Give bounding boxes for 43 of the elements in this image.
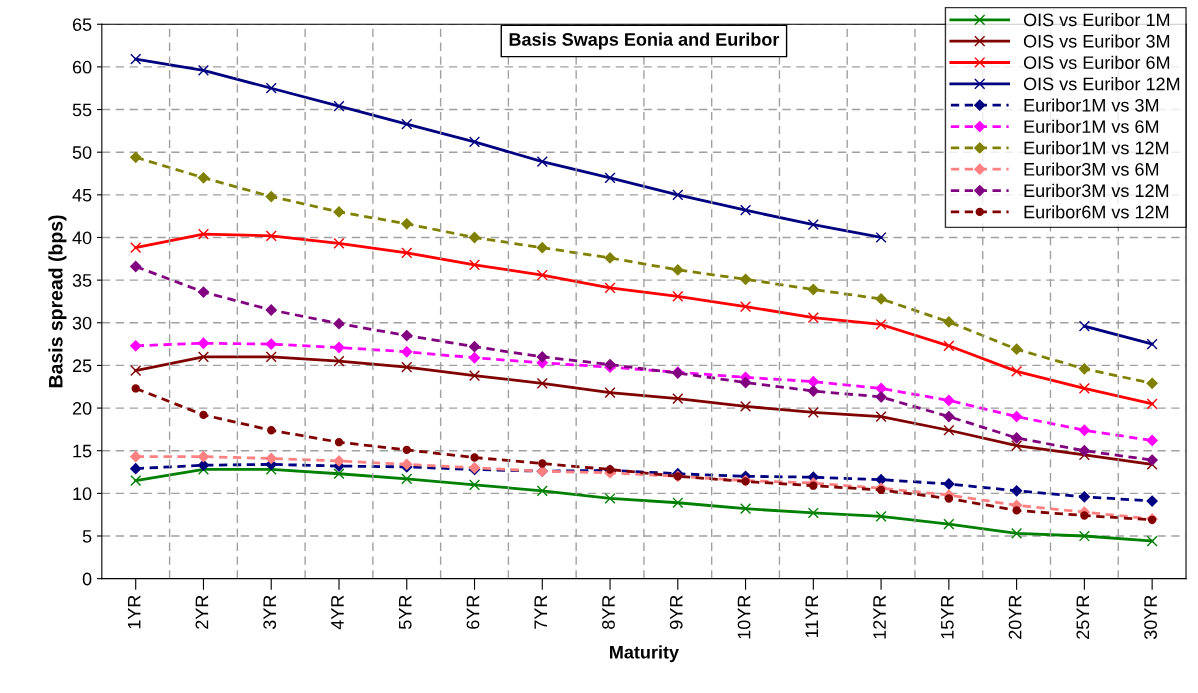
x-tick-label: 3YR — [263, 595, 277, 630]
y-tick-label: 60 — [72, 60, 92, 74]
x-tick-label: 7YR — [534, 595, 547, 629]
y-tick-label: 40 — [72, 231, 92, 245]
y-axis-title: Basis spread (bps) — [48, 215, 67, 388]
x-tick-label: 12YR — [873, 595, 886, 639]
y-tick-label: 20 — [72, 402, 92, 415]
x-tick-label: 20YR — [1008, 595, 1022, 639]
y-tick-label: 65 — [72, 18, 92, 31]
legend-label: OIS vs Euribor 12M — [1023, 77, 1180, 91]
x-tick-label: 5YR — [399, 595, 412, 630]
y-tick-label: 5 — [82, 530, 92, 543]
x-tick-label: 30YR — [1144, 595, 1157, 640]
legend-label: Euribor3M vs 12M — [1024, 183, 1169, 198]
y-tick-label: 10 — [73, 487, 92, 501]
legend-label: OIS vs Euribor 1M — [1023, 13, 1170, 27]
x-tick-label: 1YR — [127, 595, 141, 629]
x-tick-label: 25YR — [1076, 595, 1090, 639]
x-tick-label: 10YR — [737, 595, 751, 639]
chart-title: Basis Swaps Eonia and Euribor — [509, 32, 780, 50]
x-tick-label: 6YR — [466, 595, 480, 629]
legend-label: Euribor3M vs 6M — [1024, 162, 1159, 176]
legend-label: Euribor6M vs 12M — [1024, 205, 1169, 219]
y-tick-label: 0 — [82, 572, 92, 586]
y-tick-label: 50 — [72, 146, 92, 159]
legend-label: Euribor1M vs 6M — [1024, 119, 1159, 134]
y-tick-label: 35 — [72, 274, 92, 287]
legend-label: Euribor1M vs 3M — [1024, 98, 1159, 112]
y-tick-label: 45 — [72, 188, 92, 202]
x-tick-label: 15YR — [941, 595, 954, 639]
x-tick-label: 11YR — [805, 595, 818, 638]
y-tick-label: 30 — [72, 316, 92, 330]
x-axis-title: Maturity — [610, 645, 679, 663]
legend-label: OIS vs Euribor 6M — [1023, 55, 1170, 69]
x-tick-label: 9YR — [669, 595, 683, 629]
x-tick-label: 2YR — [195, 595, 209, 629]
x-tick-label: 8YR — [602, 595, 615, 629]
y-tick-label: 25 — [72, 359, 92, 373]
x-tick-label: 4YR — [331, 595, 344, 630]
y-tick-label: 55 — [72, 103, 92, 117]
legend-label: OIS vs Euribor 3M — [1023, 34, 1170, 48]
legend-label: Euribor1M vs 12M — [1024, 141, 1169, 155]
y-tick-label: 15 — [73, 444, 92, 458]
